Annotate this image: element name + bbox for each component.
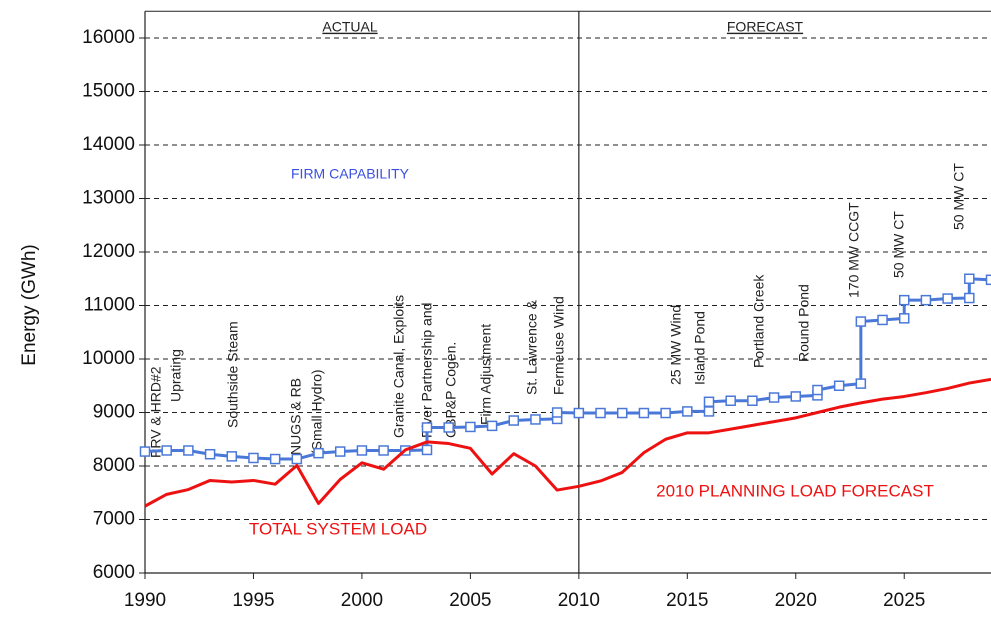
marker	[248, 452, 259, 464]
marker	[790, 391, 802, 402]
section-label: FORECAST	[727, 19, 804, 35]
marker	[421, 422, 433, 433]
marker	[660, 407, 671, 419]
y-tick-label: 15000	[82, 81, 135, 102]
marker	[747, 395, 758, 406]
y-tick-label: 11000	[84, 295, 135, 316]
series-label: TOTAL SYSTEM LOAD	[249, 519, 427, 538]
marker	[486, 420, 498, 432]
marker	[573, 407, 585, 419]
marker	[183, 445, 194, 456]
series-label: FIRM CAPABILITY	[291, 166, 410, 182]
marker	[595, 407, 606, 419]
marker	[768, 392, 780, 403]
x-tick-label: 2025	[883, 590, 925, 611]
x-tick-label: 1990	[124, 590, 166, 611]
annotation: Uprating	[168, 349, 184, 402]
y-tick-label: 9000	[93, 402, 135, 423]
annotation: River Partnership and	[419, 303, 435, 438]
y-tick-label: 6000	[93, 562, 135, 583]
series-line	[144, 377, 991, 508]
grid	[145, 37, 991, 520]
marker	[964, 292, 975, 304]
annotation: Portland Creek	[751, 274, 767, 368]
annotation: 50 MW CT	[891, 211, 907, 278]
marker	[551, 407, 563, 418]
marker	[812, 384, 823, 396]
marker	[269, 453, 281, 465]
annotation: Round Pond	[796, 284, 812, 362]
marker	[833, 380, 845, 391]
annotation: Granite Canal, Exploits	[391, 295, 407, 438]
annotation: Fermeuse Wind	[551, 296, 567, 395]
y-tick-label: 10000	[82, 348, 135, 369]
x-tick-label: 2005	[449, 590, 491, 611]
marker	[682, 406, 693, 417]
section-label: ACTUAL	[322, 19, 377, 35]
marker	[139, 446, 151, 457]
marker	[465, 421, 476, 433]
y-tick-label: 7000	[93, 509, 135, 530]
y-tick-label: 14000	[82, 134, 135, 155]
marker	[985, 274, 991, 286]
marker	[204, 448, 216, 460]
annotation: St. Lawrence &	[524, 299, 540, 395]
y-tick-label: 8000	[93, 455, 135, 476]
marker	[638, 407, 650, 419]
marker	[855, 316, 867, 327]
forecast-label: 2010 PLANNING LOAD FORECAST	[656, 481, 934, 500]
x-tick-label: 2010	[558, 590, 600, 611]
annotation: Southside Steam	[225, 321, 241, 428]
marker	[855, 378, 867, 389]
y-tick-label: 12000	[82, 241, 135, 262]
annotation: 170 MW CCGT	[846, 202, 862, 298]
marker	[942, 293, 953, 304]
marker	[291, 453, 303, 465]
y-axis-label: Energy (GWh)	[19, 244, 40, 365]
marker	[508, 415, 520, 426]
annotation: PRV & HRD#2	[148, 366, 164, 458]
marker	[877, 314, 888, 326]
annotation: 25 MW Wind	[668, 305, 684, 385]
marker	[334, 446, 346, 457]
marker	[898, 294, 910, 306]
y-tick-label: 13000	[82, 188, 135, 209]
marker	[920, 294, 932, 306]
marker	[421, 444, 433, 456]
marker	[703, 406, 715, 417]
annotation: Island Pond	[692, 311, 708, 385]
marker	[964, 273, 975, 284]
y-tick-label: 16000	[82, 27, 135, 48]
marker	[443, 422, 454, 433]
marker	[378, 445, 389, 456]
marker	[161, 445, 172, 456]
annotation: NUGS & RB	[288, 378, 304, 455]
x-tick-label: 2000	[341, 590, 383, 611]
x-tick-label: 2015	[666, 590, 708, 611]
marker	[725, 395, 736, 406]
marker	[530, 414, 541, 425]
marker	[898, 313, 910, 324]
marker	[616, 407, 628, 419]
x-tick-label: 1995	[232, 590, 274, 611]
annotation: Firm Adjustment	[478, 324, 494, 425]
x-tick-label: 2020	[775, 590, 817, 611]
annotation: CBP&P Cogen.	[443, 342, 459, 438]
marker	[226, 451, 238, 462]
marker	[703, 396, 715, 408]
marker	[313, 447, 324, 459]
marker	[356, 445, 368, 456]
annotation: (Small Hydro)	[309, 369, 325, 455]
annotation: 50 MW CT	[951, 163, 967, 230]
